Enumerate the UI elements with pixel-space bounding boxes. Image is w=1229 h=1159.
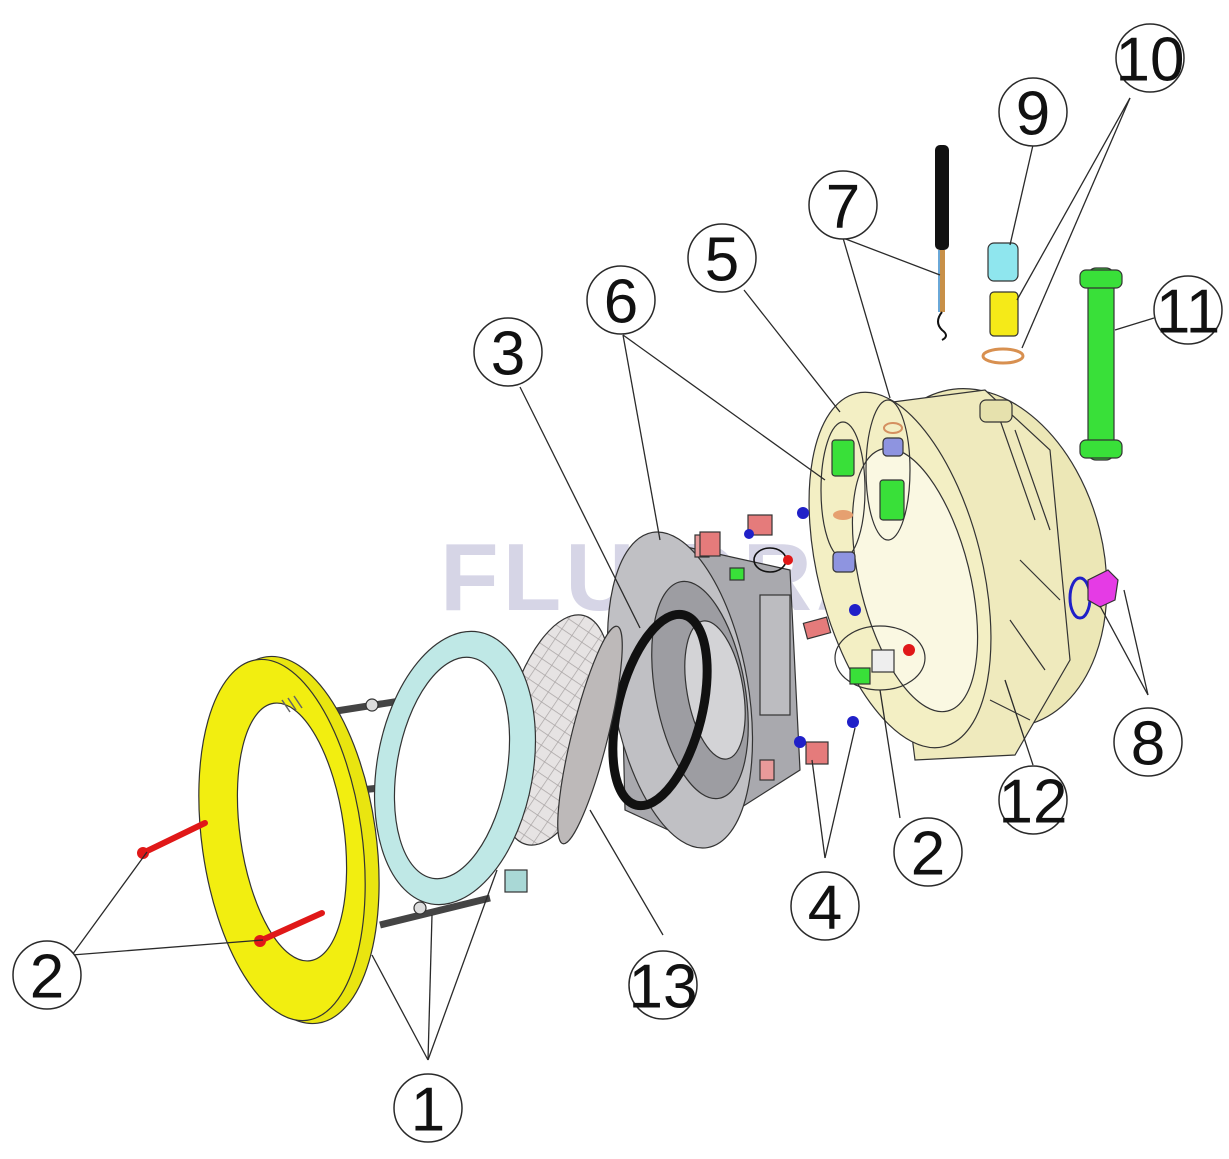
- callout-12: 12: [998, 765, 1068, 837]
- callout-7: 7: [808, 170, 878, 242]
- callout-10: 10: [1115, 23, 1185, 95]
- part-8-plug: [1068, 569, 1119, 620]
- svg-text:10: 10: [1116, 26, 1185, 95]
- blue-dots: [744, 507, 861, 748]
- svg-text:11: 11: [1156, 278, 1220, 347]
- svg-text:7: 7: [826, 173, 860, 242]
- svg-text:1: 1: [411, 1076, 445, 1145]
- svg-text:4: 4: [808, 874, 842, 943]
- callout-6: 6: [586, 265, 656, 337]
- part-5-green-caps: [820, 399, 911, 573]
- part-7-cable: [935, 145, 949, 341]
- svg-text:2: 2: [30, 943, 64, 1012]
- leader-lines: [71, 97, 1155, 1061]
- part-1-front-rings: [198, 630, 537, 1025]
- callout-11: 11: [1153, 275, 1223, 347]
- yellow-ring: [198, 655, 380, 1025]
- svg-text:9: 9: [1016, 80, 1050, 149]
- part-2-red-screws: [137, 820, 325, 947]
- part-2-right-fitting: [729, 547, 926, 691]
- callout-4: 4: [790, 871, 860, 943]
- pink-clips: [699, 514, 832, 765]
- callout-9: 9: [998, 77, 1068, 149]
- cyan-ring: [373, 630, 537, 906]
- svg-text:2: 2: [911, 820, 945, 889]
- callout-13: 13: [628, 950, 698, 1022]
- svg-text:5: 5: [705, 226, 739, 295]
- callout-2-left: 2: [12, 940, 82, 1012]
- callout-5: 5: [687, 223, 757, 295]
- callout-3: 3: [473, 317, 543, 389]
- callout-2-right: 2: [893, 817, 963, 889]
- part-10-gland-seals: [981, 291, 1025, 365]
- svg-text:13: 13: [629, 953, 698, 1022]
- svg-text:12: 12: [999, 768, 1068, 837]
- part-12-housing: [808, 388, 1108, 761]
- part-11-green-bracket: [1079, 267, 1123, 461]
- part-3-gasket-ring: [608, 609, 712, 811]
- callout-8: 8: [1113, 707, 1183, 779]
- part-9-cyan-nut: [987, 242, 1019, 282]
- svg-text:8: 8: [1131, 710, 1165, 779]
- svg-text:3: 3: [491, 320, 525, 389]
- callout-1: 1: [393, 1073, 463, 1145]
- svg-text:6: 6: [604, 268, 638, 337]
